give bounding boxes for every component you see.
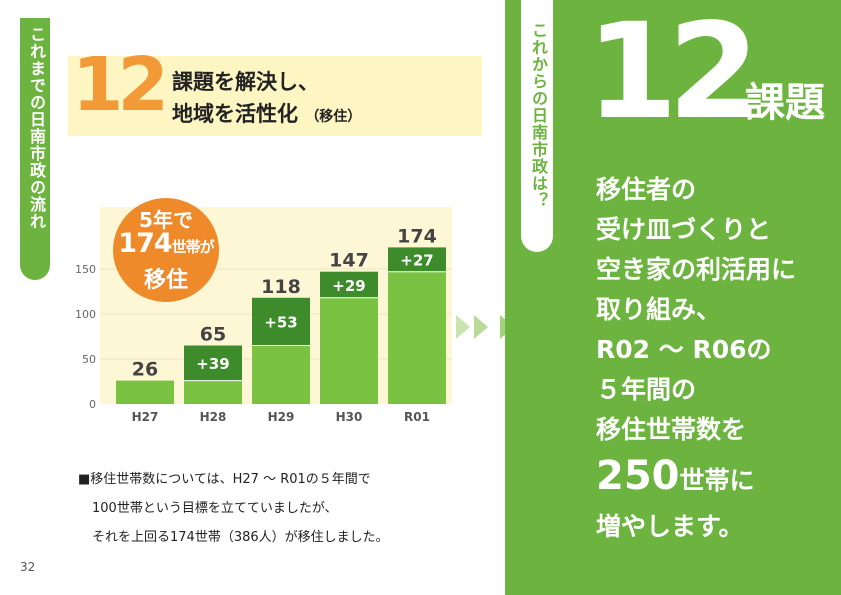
target-number: 250 xyxy=(596,453,680,499)
right-issue-number: 12 xyxy=(586,0,760,149)
bar-increment-H30 xyxy=(320,271,378,298)
value-label-H27: 26 xyxy=(132,359,158,381)
right-line1: 移住者の xyxy=(596,175,697,204)
bar-base-H27 xyxy=(116,380,174,404)
footnote-line3: それを上回る174世帯（386人）が移住しました。 xyxy=(92,530,389,545)
footnote: ■移住世帯数については、H27 ～ R01の５年間で 100世帯という目標を立て… xyxy=(78,465,389,552)
bar-increment-R01 xyxy=(388,247,446,272)
x-tick-label-H28: H28 xyxy=(200,410,227,424)
right-line6: ５年間の xyxy=(596,375,697,404)
highlight-bubble: 5年で 174世帯が 移住 xyxy=(113,198,219,302)
issue-subtitle: （移住） xyxy=(305,109,362,125)
target-unit: 世帯に xyxy=(679,466,755,495)
footnote-line2: 100世帯という目標を立てていましたが、 xyxy=(92,501,338,516)
right-line9: 増やします。 xyxy=(596,512,744,541)
bar-base-H28 xyxy=(184,380,242,404)
right-line4: 取り組み、 xyxy=(596,295,722,324)
issue-title-line1: 課題を解決し、 xyxy=(172,70,319,94)
bar-base-H30 xyxy=(320,297,378,404)
issue-title-line2: 地域を活性化 xyxy=(172,102,298,126)
bar-increment-H28 xyxy=(184,345,242,381)
right-statement: 移住者の 受け皿づくりと 空き家の利活用に 取り組み、 R02 ～ R06の ５… xyxy=(596,170,796,547)
increment-label-H28: +39 xyxy=(196,355,229,373)
y-tick-label: 100 xyxy=(75,308,96,321)
issue-title: 課題を解決し、 地域を活性化 （移住） xyxy=(172,66,361,133)
x-tick-label-R01: R01 xyxy=(404,410,430,424)
x-tick-label-H29: H29 xyxy=(268,410,295,424)
increment-label-R01: +27 xyxy=(400,252,433,270)
value-label-H30: 147 xyxy=(329,250,369,272)
page-number: 32 xyxy=(20,560,36,574)
right-line7: 移住世帯数を xyxy=(596,415,747,444)
right-line2: 受け皿づくりと xyxy=(596,215,772,244)
x-tick-label-H27: H27 xyxy=(132,410,159,424)
issue-number: 12 xyxy=(72,42,169,128)
right-line5: R02 ～ R06の xyxy=(596,335,772,364)
header-band xyxy=(68,56,482,136)
section-tab-right: これからの日南市政は？ xyxy=(521,0,553,252)
right-line3: 空き家の利活用に xyxy=(596,255,797,284)
value-label-H28: 65 xyxy=(200,324,226,346)
bar-base-H29 xyxy=(252,345,310,404)
y-tick-label: 150 xyxy=(75,263,96,276)
increment-label-H29: +53 xyxy=(264,314,297,332)
right-panel xyxy=(505,0,841,595)
section-title-left: これまでの日南市政の流れ xyxy=(27,26,46,230)
footnote-line1: ■移住世帯数については、H27 ～ R01の５年間で xyxy=(78,472,371,487)
bar-increment-H29 xyxy=(252,297,310,346)
section-title-right: これからの日南市政は？ xyxy=(529,22,548,209)
right-issue-label: 課題 xyxy=(745,80,825,126)
section-tab-left: これまでの日南市政の流れ xyxy=(20,18,50,280)
bar-base-R01 xyxy=(388,271,446,404)
bubble-number: 174 xyxy=(118,228,172,259)
bubble-line2: 174世帯が xyxy=(113,228,219,259)
value-label-H29: 118 xyxy=(261,276,301,298)
value-label-R01: 174 xyxy=(397,225,437,247)
increment-label-H30: +29 xyxy=(332,277,365,295)
bubble-line1: 5年で xyxy=(139,208,193,232)
x-tick-label-H30: H30 xyxy=(336,410,363,424)
bubble-line3: 移住 xyxy=(143,268,188,293)
issue-title-line2-row: 地域を活性化 （移住） xyxy=(172,98,361,133)
bubble-unit: 世帯が xyxy=(171,238,215,256)
y-tick-label: 50 xyxy=(82,353,96,366)
right-line8: 250世帯に xyxy=(596,450,796,507)
y-tick-label: 0 xyxy=(89,398,96,411)
